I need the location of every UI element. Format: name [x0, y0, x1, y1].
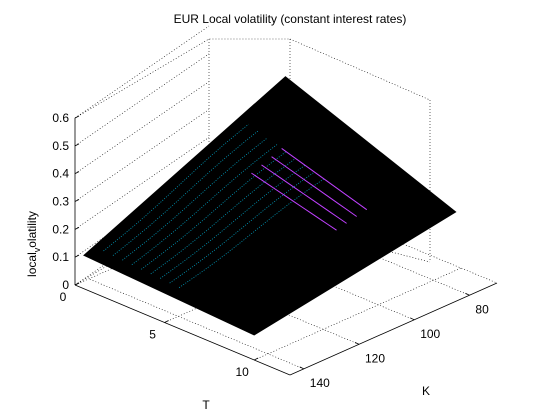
z-tick-label: 0 [62, 278, 69, 292]
contour-line-high [251, 172, 337, 231]
contour-line-high [281, 148, 368, 211]
contour-line-high [271, 156, 357, 217]
z-gridline [74, 81, 210, 174]
z-axis-label-sub: v [32, 247, 42, 252]
t-tick-label: 5 [149, 328, 156, 342]
z-gridline [74, 53, 210, 147]
k-axis-line [289, 282, 498, 376]
t-axis-ticks: 0 5 10 [60, 192, 462, 379]
z-axis-label-suffix: olatility [25, 211, 39, 248]
t-tick-label: 10 [235, 365, 249, 379]
contour-line [112, 130, 259, 256]
z-tick-label: 0.4 [52, 167, 69, 181]
k-axis-label: K [422, 384, 430, 398]
z-tick-label: 0.3 [52, 195, 69, 209]
k-tick-label: 100 [420, 327, 440, 341]
back-wall-top-edge-right [289, 38, 431, 101]
surface-contours [103, 123, 368, 288]
z-gridline [74, 25, 210, 119]
k-axis-ticks: 80 100 120 140 [88, 204, 489, 390]
back-wall-top-edge [74, 38, 290, 119]
contour-line [150, 157, 297, 275]
t-tick-label: 0 [60, 290, 67, 304]
z-tick-label: 0.5 [52, 139, 69, 153]
z-gridline [74, 109, 210, 202]
contour-line-high [261, 164, 347, 224]
z-gridline [74, 137, 210, 230]
chart-title: EUR Local volatility (constant interest … [174, 12, 407, 26]
contour-line [122, 137, 268, 261]
z-tick-label: 0.1 [52, 250, 69, 264]
z-axis-label: localvolatility [25, 211, 42, 277]
k-tick-label: 80 [475, 302, 489, 316]
z-axis-label-prefix: local [25, 252, 39, 277]
contour-line [131, 144, 278, 266]
volatility-surface [83, 76, 457, 336]
t-axis-label: T [202, 398, 210, 412]
z-tick-label: 0.6 [52, 111, 69, 125]
contour-line [141, 151, 287, 270]
k-tick-label: 120 [365, 351, 385, 365]
surface-patch [83, 76, 457, 336]
k-tick-label: 140 [310, 376, 330, 390]
contour-line [169, 171, 315, 284]
contour-line [178, 178, 325, 288]
z-tick-label: 0.2 [52, 222, 69, 236]
